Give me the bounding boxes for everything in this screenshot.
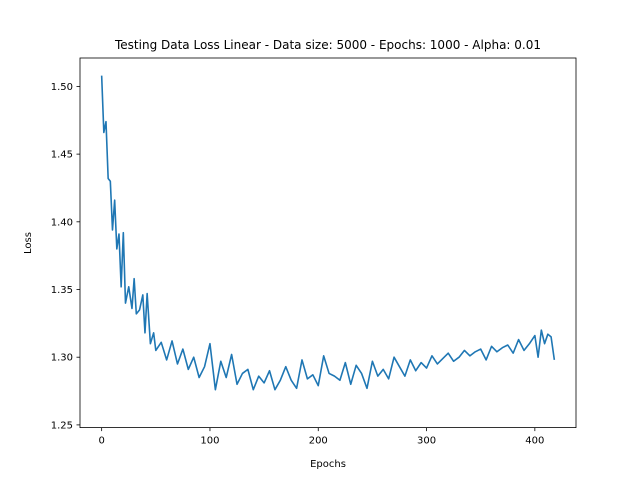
x-tick-label: 400	[525, 436, 544, 447]
y-axis-label: Loss	[23, 232, 34, 254]
y-tick-label: 1.25	[51, 420, 73, 431]
axes	[79, 57, 577, 429]
y-tick-label: 1.35	[51, 285, 73, 296]
y-tick-label: 1.45	[51, 150, 73, 161]
plot-area	[100, 75, 556, 391]
x-tick-label: 200	[309, 436, 328, 447]
chart-title: Testing Data Loss Linear - Data size: 50…	[114, 38, 541, 52]
x-axis-ticks: 0 100 200 300 400	[98, 427, 544, 447]
y-tick-label: 1.40	[51, 217, 73, 228]
x-tick-label: 300	[417, 436, 436, 447]
x-tick-label: 100	[200, 436, 219, 447]
axes-frame	[79, 57, 577, 429]
y-tick-label: 1.50	[51, 82, 73, 93]
x-tick-label: 0	[98, 436, 104, 447]
x-axis-label: Epochs	[310, 459, 346, 470]
series-line-0	[100, 75, 556, 391]
y-tick-label: 1.30	[51, 353, 73, 364]
y-axis-ticks: 1.25 1.30 1.35 1.40 1.45 1.50	[51, 82, 80, 431]
